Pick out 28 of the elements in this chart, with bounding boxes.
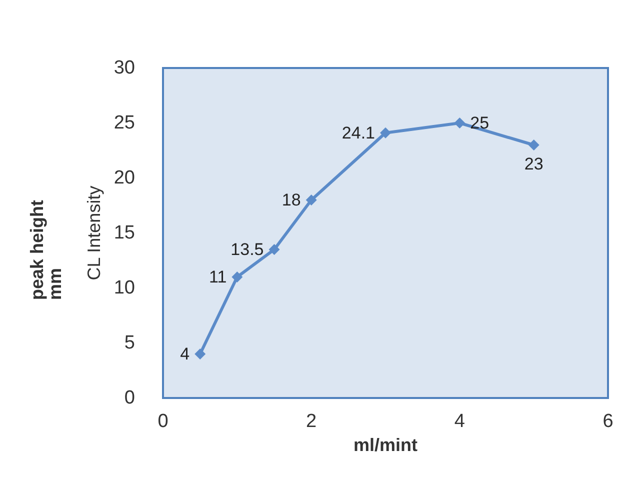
- point: [306, 194, 317, 206]
- data-label: 13.5: [230, 240, 264, 259]
- y-tick-label: 15: [114, 222, 135, 244]
- x-axis-title: ml/mint: [353, 434, 418, 455]
- data-label: 18: [282, 190, 301, 210]
- text: peak height mm: [27, 194, 65, 300]
- x-tick-label: 0: [158, 411, 168, 432]
- point: [528, 140, 540, 150]
- point: [232, 272, 243, 282]
- y-tick-label: 5: [124, 332, 135, 354]
- data-label: 25: [470, 114, 490, 132]
- data-label: 23: [524, 154, 544, 174]
- point: [454, 118, 466, 128]
- x-tick-label: 2: [306, 411, 317, 432]
- data-label: 11: [209, 268, 227, 286]
- y-tick-label: 30: [114, 58, 135, 78]
- point: [268, 244, 280, 255]
- y-tick-label: 20: [114, 168, 135, 188]
- y-axis-title: CL Intensity: [84, 186, 104, 280]
- data-label: 4: [180, 344, 190, 364]
- y-tick-label: 25: [114, 112, 135, 134]
- point: [194, 348, 206, 360]
- x-tick-label: 6: [602, 411, 614, 432]
- y-tick-label: 10: [114, 278, 135, 298]
- data-label: 24.1: [342, 123, 375, 142]
- x-tick-label: 4: [454, 411, 466, 432]
- point: [380, 127, 391, 138]
- y-tick-label: 0: [124, 388, 135, 408]
